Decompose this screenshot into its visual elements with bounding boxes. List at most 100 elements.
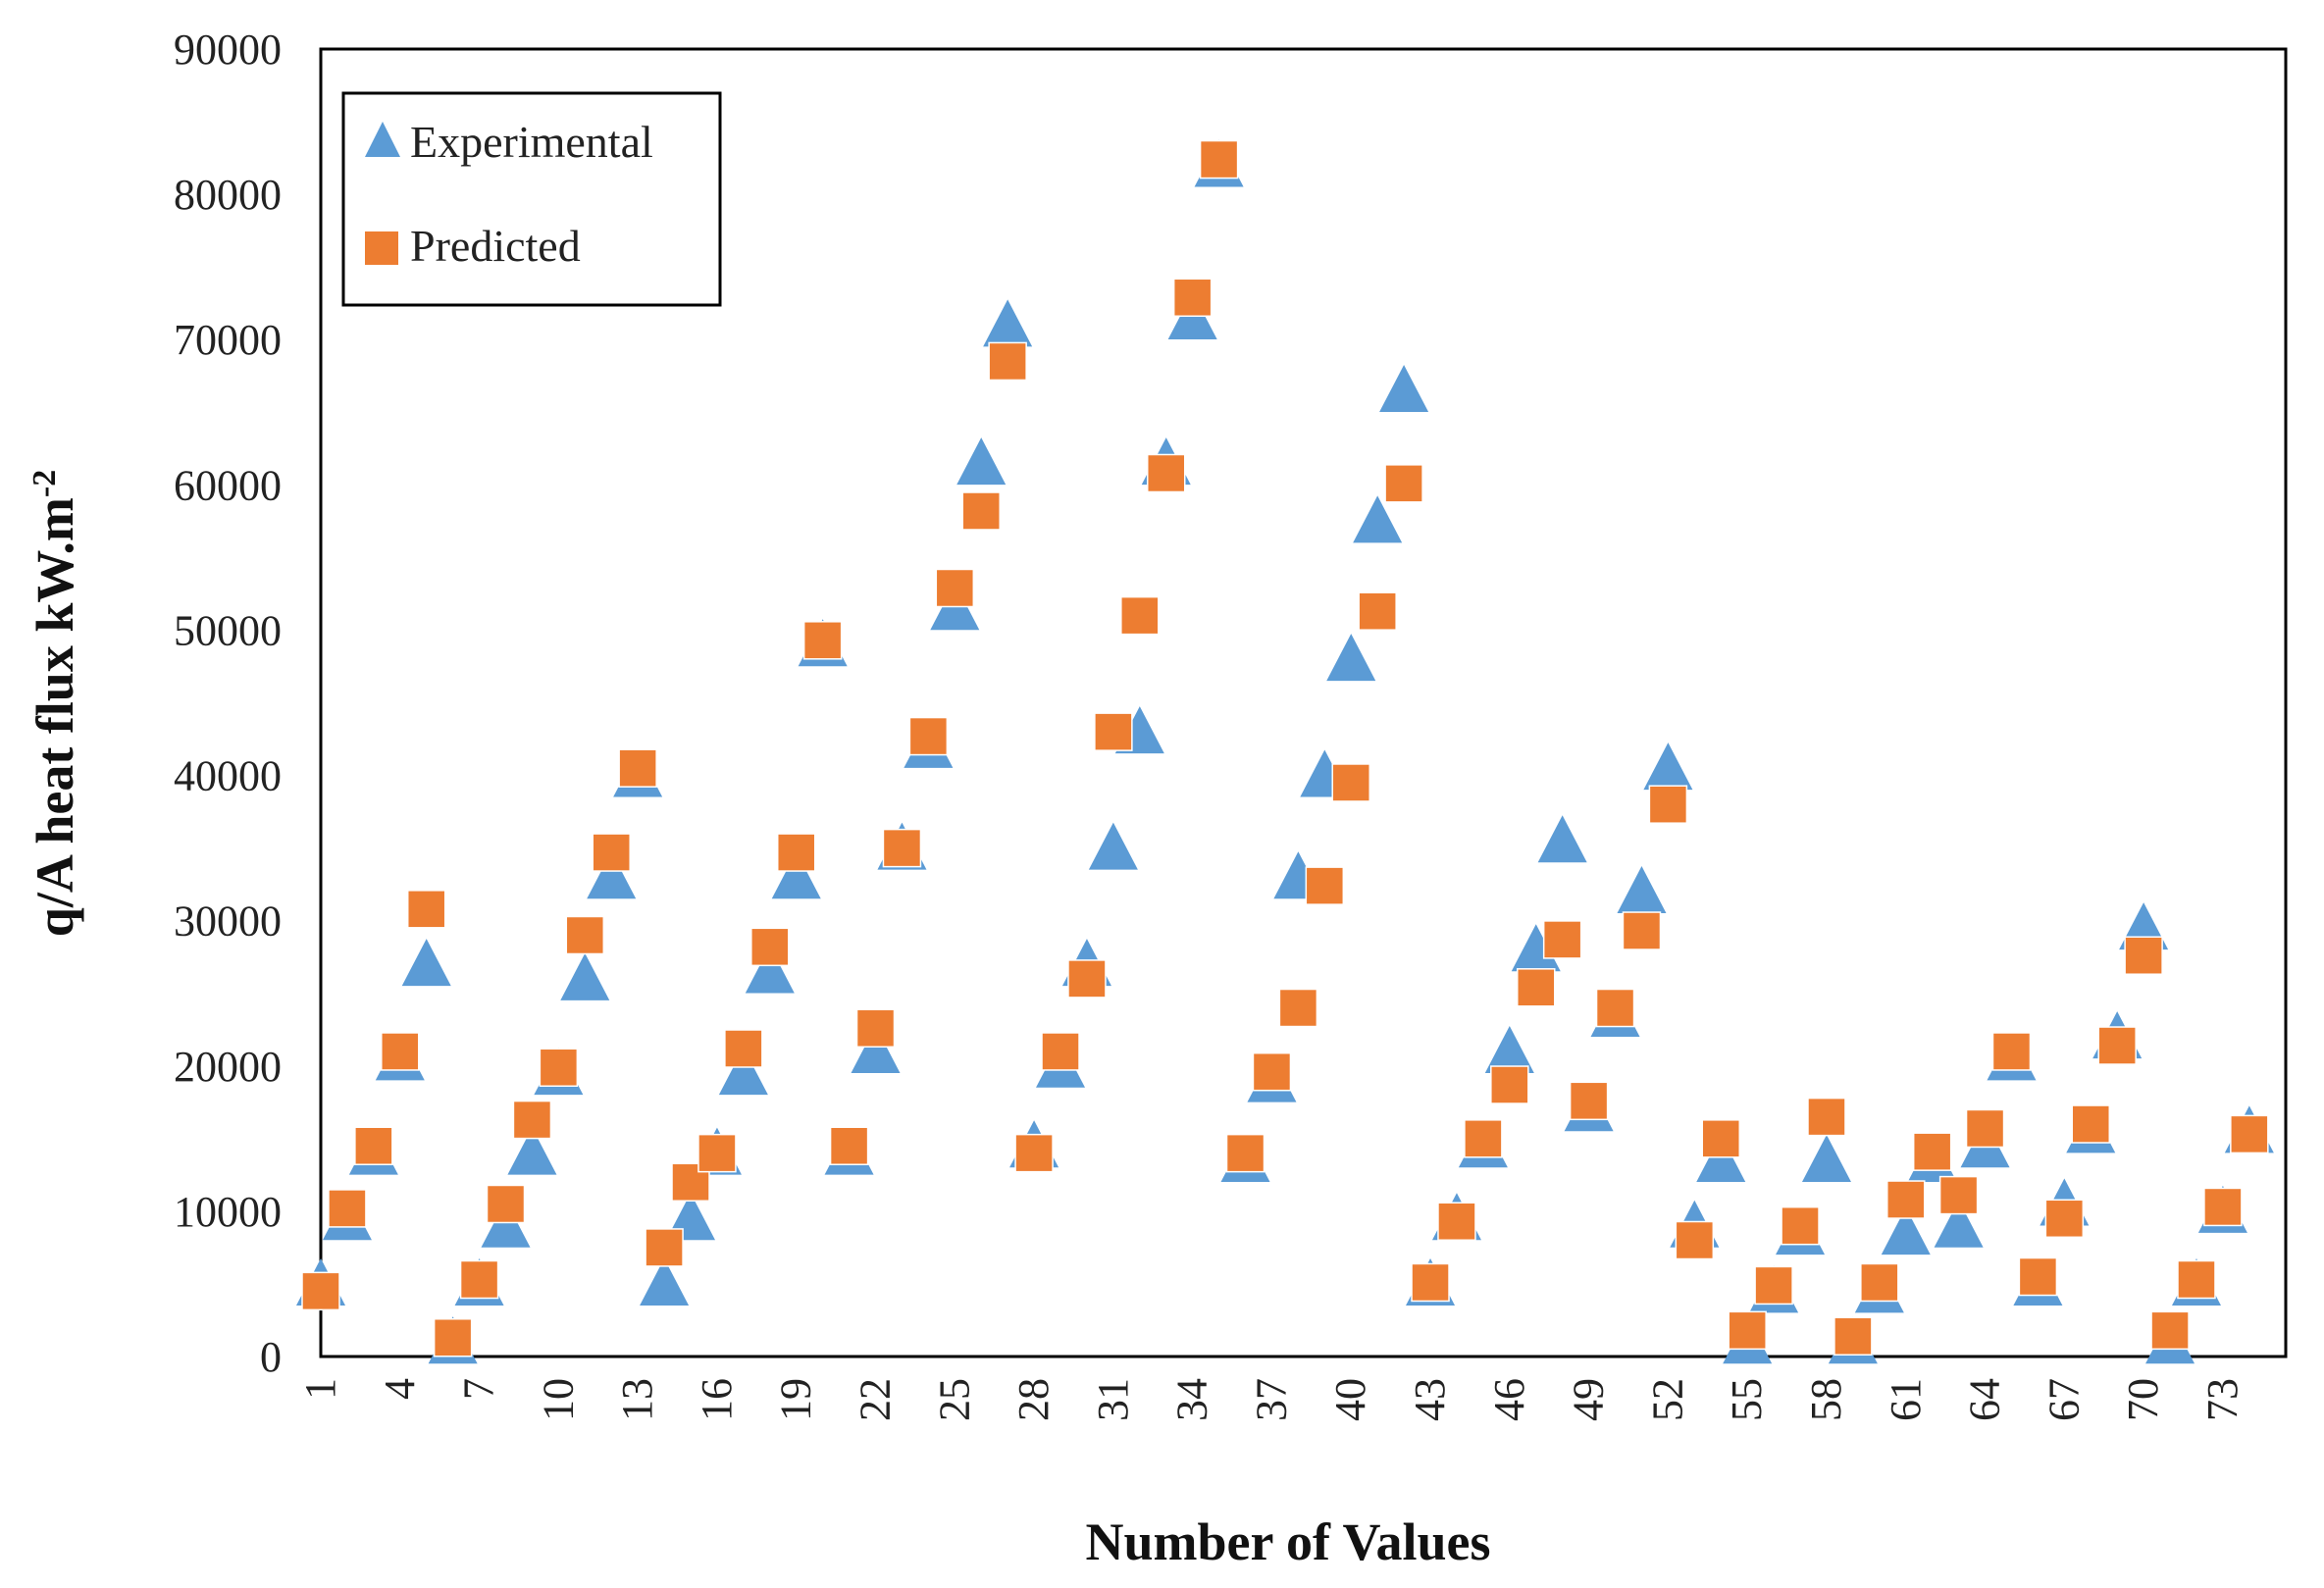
predicted-point [1358,591,1397,631]
predicted-point [381,1032,420,1071]
y-tick-label: 90000 [174,26,282,74]
predicted-point [1067,959,1107,999]
legend-experimental-marker [365,122,400,157]
predicted-point [1965,1108,2005,1149]
predicted-point [1991,1032,2032,1071]
y-tick-label: 10000 [174,1188,282,1236]
predicted-point [724,1029,763,1068]
predicted-point [2071,1104,2111,1144]
predicted-point [1014,1133,1054,1173]
predicted-point [1781,1205,1820,1246]
x-tick-label: 55 [1723,1378,1771,1421]
x-tick-label: 73 [2198,1378,2247,1421]
experimental-point [1537,815,1587,863]
x-tick-label: 13 [613,1378,661,1421]
predicted-point [2177,1259,2216,1300]
y-tick-label: 30000 [174,897,282,946]
x-tick-label: 46 [1485,1378,1533,1421]
predicted-point [1041,1032,1080,1071]
predicted-point [2230,1114,2269,1154]
predicted-point [1172,278,1213,318]
experimental-point [1881,1207,1931,1255]
predicted-point [2018,1256,2058,1297]
x-tick-label: 52 [1643,1378,1691,1421]
predicted-point [1807,1097,1846,1137]
x-tick-label: 22 [852,1378,900,1421]
experimental-point [1379,365,1429,413]
experimental-point [1088,822,1138,870]
legend-predicted-label: Predicted [410,221,581,271]
series-predicted [301,139,2269,1357]
predicted-point [1331,763,1370,802]
x-tick-label: 28 [1009,1378,1058,1421]
x-tick-label: 4 [376,1378,424,1400]
x-tick-label: 10 [534,1378,582,1421]
predicted-point [1120,595,1160,636]
y-axis-title-group: q/A heat flux kW.m-2 [26,470,84,937]
y-tick-label: 0 [260,1333,282,1381]
x-axis-title: Number of Values [1085,1512,1490,1571]
x-tick-label: 61 [1882,1378,1930,1421]
predicted-point [1938,1175,1979,1215]
experimental-point [587,851,637,899]
predicted-point [328,1189,367,1228]
experimental-point [1353,495,1403,543]
experimental-point [718,1048,768,1096]
y-tick-label: 40000 [174,752,282,800]
y-tick-label: 70000 [174,316,282,364]
predicted-point [2203,1187,2243,1227]
predicted-point [2044,1199,2085,1239]
x-tick-label: 19 [772,1378,820,1421]
predicted-point [750,927,790,967]
predicted-point [1833,1316,1873,1357]
predicted-point [1912,1132,1952,1171]
legend: Experimental Predicted [341,91,722,307]
y-tick-label: 50000 [174,606,282,654]
experimental-point [956,437,1007,486]
experimental-point [481,1200,531,1248]
predicted-point [354,1126,393,1165]
predicted-point [855,1008,896,1049]
y-tick-label: 60000 [174,461,282,509]
y-axis-title: q/A heat flux kW.m-2 [26,470,84,937]
experimental-point [1696,1135,1746,1183]
x-tick-label: 7 [455,1378,503,1400]
predicted-point [592,833,631,872]
legend-experimental-label: Experimental [410,117,653,167]
x-tick-label: 58 [1802,1378,1850,1421]
predicted-point [1278,988,1318,1028]
experimental-point [1934,1200,1984,1248]
predicted-point [486,1184,526,1224]
predicted-point [1542,920,1582,959]
y-tick-label: 80000 [174,171,282,219]
predicted-point [1728,1310,1767,1351]
x-tick-label: 43 [1406,1378,1454,1421]
experimental-point [507,1127,557,1175]
predicted-point [1094,712,1133,751]
predicted-point [1569,1081,1609,1121]
x-tick-label: 40 [1326,1378,1374,1421]
predicted-point [1252,1051,1292,1092]
predicted-point [1225,1133,1265,1173]
x-tick-label: 49 [1565,1378,1613,1421]
x-tick-label: 70 [2119,1378,2167,1421]
x-tick-label: 31 [1089,1378,1137,1421]
predicted-point [645,1228,684,1267]
predicted-point [459,1259,499,1300]
predicted-point [1146,453,1186,493]
predicted-point [1199,139,1239,179]
x-tick-label: 1 [296,1378,344,1400]
predicted-point [1701,1119,1741,1158]
predicted-point [2124,936,2163,975]
predicted-point [301,1271,340,1311]
predicted-point [1860,1262,1899,1303]
predicted-point [539,1048,579,1088]
y-axis-title-exponent: -2 [26,470,63,497]
predicted-point [1411,1262,1450,1303]
predicted-point [1648,785,1688,824]
predicted-point [1516,968,1556,1007]
predicted-point [908,716,949,756]
predicted-point [697,1133,737,1173]
predicted-point [1595,988,1635,1028]
